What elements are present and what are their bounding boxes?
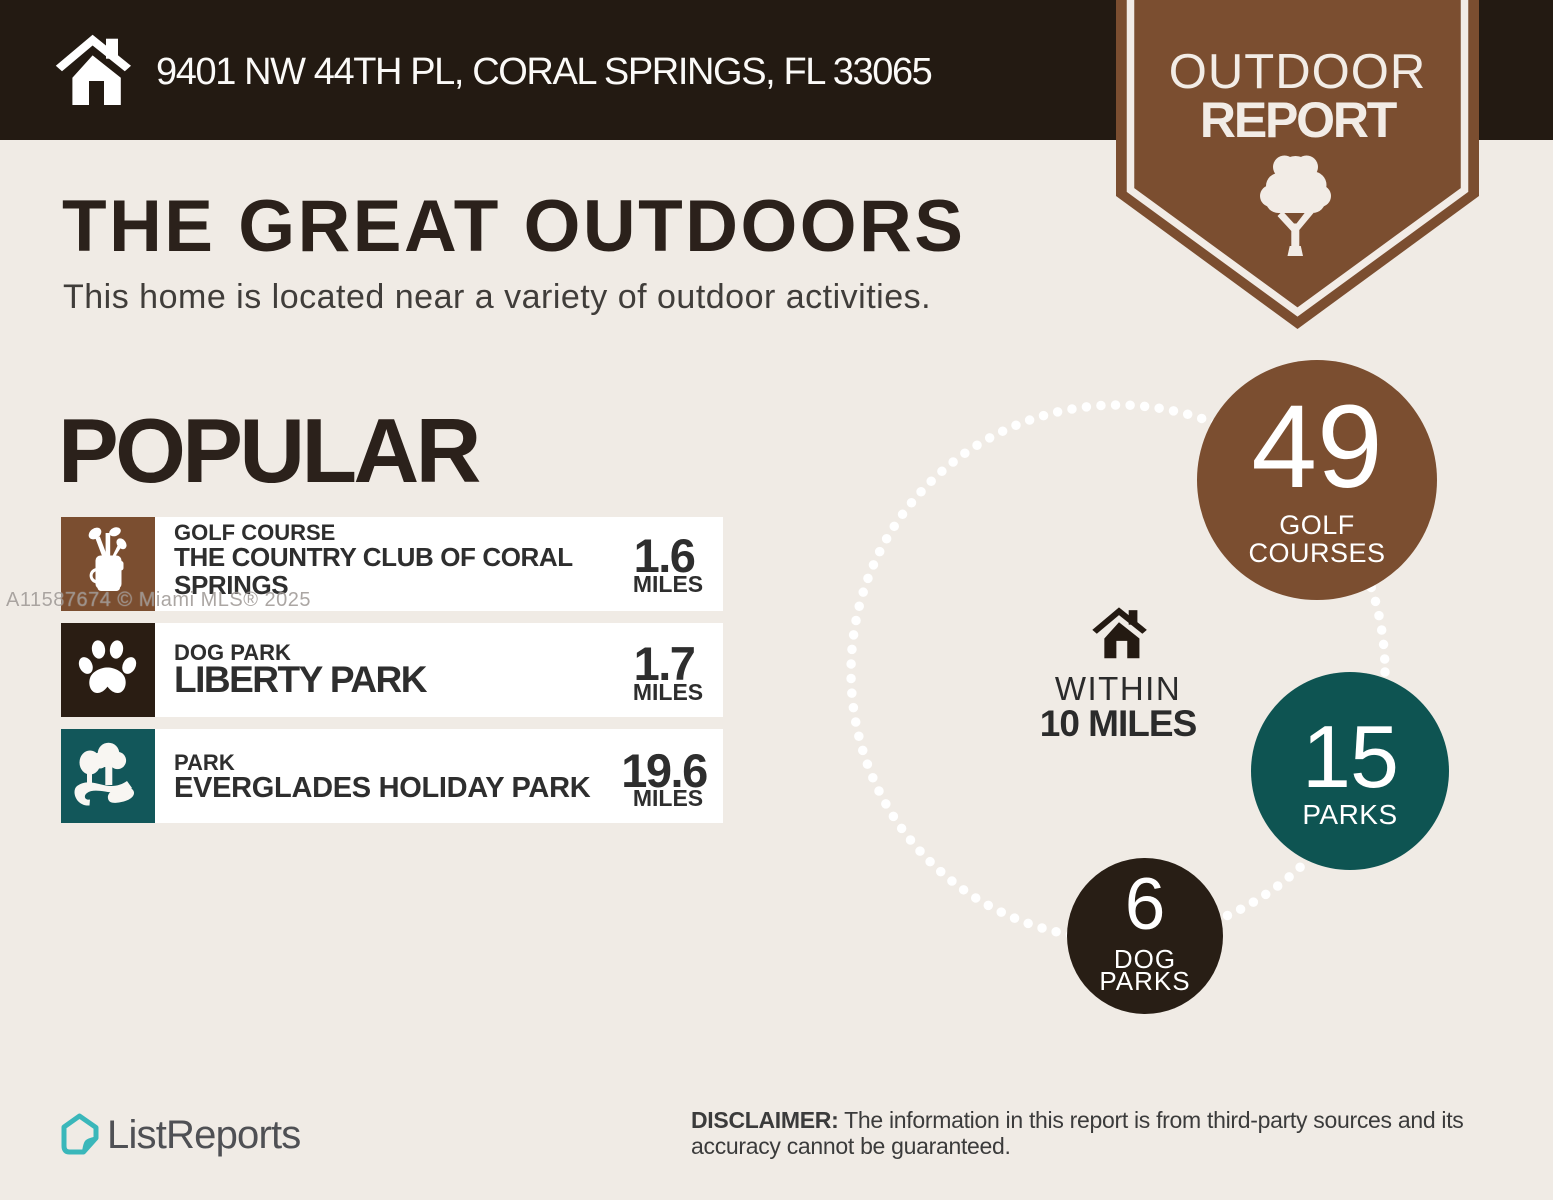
svg-text:OUTDOOR: OUTDOOR (1169, 45, 1426, 99)
svg-text:REPORT: REPORT (1200, 92, 1397, 148)
